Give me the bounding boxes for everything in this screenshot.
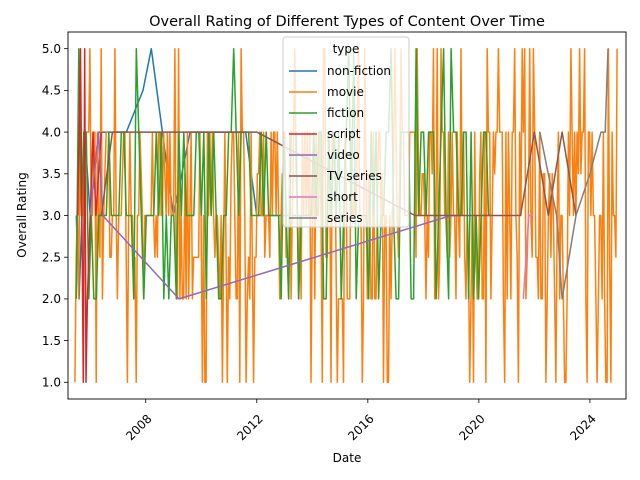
x-axis: 2008 2012 2016 2020 2024 [123,399,599,443]
legend-label: movie [327,85,364,99]
y-tick-label: 4.0 [42,125,61,139]
legend-label: script [327,127,361,141]
legend-label: series [327,211,363,225]
y-tick-label: 2.0 [42,292,61,306]
y-tick-label: 3.0 [42,209,61,223]
x-tick-label: 2020 [456,412,487,443]
y-tick-label: 1.5 [42,334,61,348]
y-tick-label: 2.5 [42,251,61,265]
series-line-series [539,48,609,300]
legend-label: video [327,148,360,162]
legend-label: fiction [327,106,364,120]
y-tick-label: 1.0 [42,376,61,390]
y-tick-label: 3.5 [42,167,61,181]
x-tick-label: 2024 [567,412,598,443]
series-line-tv-series [100,131,577,217]
y-axis-label: Overall Rating [15,172,29,257]
legend-label: TV series [326,169,382,183]
x-tick-label: 2008 [123,412,154,443]
legend: type non-fiction movie fiction script video TV… [282,36,410,228]
chart-title: Overall Rating of Different Types of Con… [149,14,545,30]
series-line-short [522,214,533,299]
y-tick-label: 4.5 [42,84,61,98]
x-tick-label: 2012 [234,412,265,443]
legend-label: short [327,190,358,204]
legend-box [282,36,410,228]
x-axis-label: Date [333,451,362,465]
legend-label: non-fiction [327,64,391,78]
y-axis: 1.0 1.5 2.0 2.5 3.0 3.5 4.0 4.5 5.0 [42,42,68,390]
legend-title: type [333,42,360,56]
x-tick-label: 2016 [345,412,376,443]
y-tick-label: 5.0 [42,42,61,56]
